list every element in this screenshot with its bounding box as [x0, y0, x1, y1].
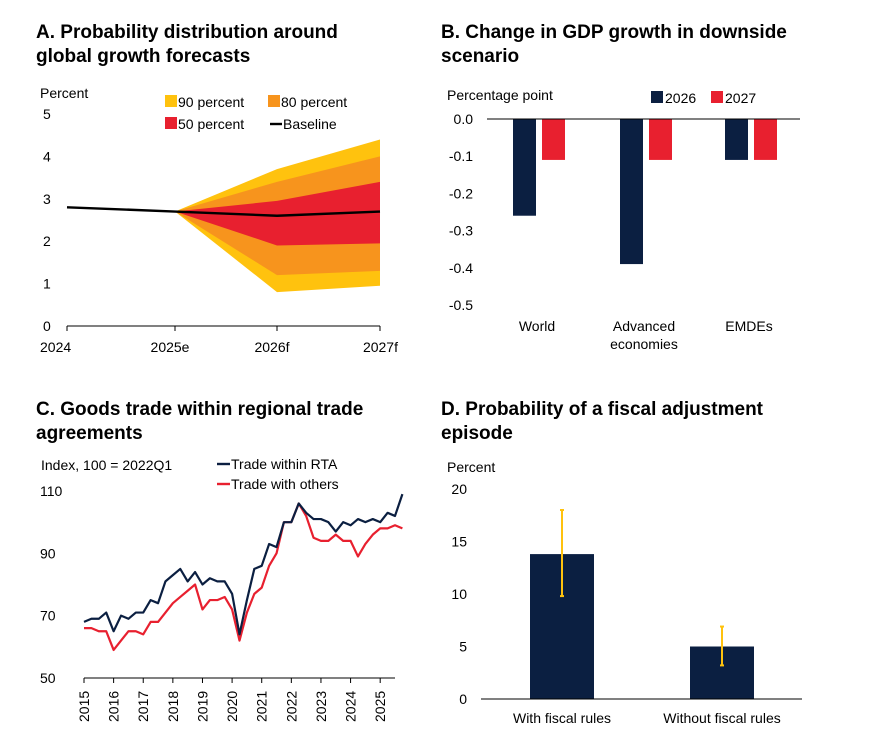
c-line-Trade-with-others [84, 502, 403, 652]
panel-b-title: B. Change in GDP growth in downside scen… [441, 22, 787, 67]
a-ytick-label: 0 [43, 318, 51, 334]
b-category-label: economies [610, 336, 678, 352]
d-category-label: With fiscal rules [513, 710, 611, 726]
b-legend-label: 2026 [665, 90, 696, 106]
a-ytick-label: 1 [43, 276, 51, 292]
b-legend-swatch [711, 91, 723, 103]
c-legend-label: Trade with others [231, 476, 339, 492]
b-category-label: EMDEs [725, 318, 772, 334]
c-x-tick-label: 2025 [372, 691, 388, 722]
c-legend-label: Trade within RTA [231, 456, 338, 472]
b-ylabel: Percentage point [447, 87, 553, 103]
a-ytick-label: 4 [43, 148, 51, 164]
a-legend-label: 50 percent [178, 116, 244, 132]
b-bar-2026 [620, 119, 643, 265]
b-bar-2026 [725, 119, 748, 160]
c-x-tick-label: 2022 [283, 691, 299, 722]
panel-a-title: A. Probability distribution around globa… [36, 22, 338, 67]
b-bar-2027 [754, 119, 777, 160]
a-x-tick-label: 2025e [151, 339, 190, 355]
b-ytick-label: 0.0 [454, 111, 474, 127]
c-x-tick-label: 2020 [224, 691, 240, 722]
c-x-tick-label: 2021 [254, 691, 270, 722]
d-ytick-label: 20 [451, 481, 467, 497]
panel-c-title: C. Goods trade within regional trade agr… [36, 399, 364, 444]
b-category-label: Advanced [613, 318, 675, 334]
a-legend-swatch [165, 117, 177, 129]
c-ytick-label: 90 [40, 545, 56, 561]
a-legend-label: 90 percent [178, 94, 244, 110]
c-x-tick-label: 2015 [76, 691, 92, 722]
b-bar-2026 [513, 119, 536, 216]
c-x-tick-label: 2018 [165, 691, 181, 722]
b-ytick-label: -0.4 [449, 260, 473, 276]
c-x-tick-label: 2019 [194, 691, 210, 722]
a-x-tick-label: 2027f [363, 339, 398, 355]
c-ytick-label: 70 [40, 608, 56, 624]
a-ytick-label: 5 [43, 106, 51, 122]
b-bar-2027 [542, 119, 565, 160]
d-ytick-label: 15 [451, 534, 467, 550]
b-legend-label: 2027 [725, 90, 756, 106]
c-x-tick-label: 2016 [106, 691, 122, 722]
d-category-label: Without fiscal rules [663, 710, 780, 726]
c-ytick-label: 50 [40, 670, 56, 686]
b-ytick-label: -0.1 [449, 148, 473, 164]
b-ytick-label: -0.5 [449, 297, 473, 313]
a-band-50-percent [175, 181, 380, 246]
b-ytick-label: -0.3 [449, 223, 473, 239]
d-ytick-label: 5 [459, 639, 467, 655]
a-legend-label: 80 percent [281, 94, 347, 110]
b-legend-swatch [651, 91, 663, 103]
d-ylabel: Percent [447, 459, 495, 475]
a-baseline-line [66, 206, 381, 217]
c-line-Trade-within-RTA [83, 493, 404, 636]
c-ylabel: Index, 100 = 2022Q1 [41, 457, 172, 473]
a-x-tick-label: 2024 [40, 339, 71, 355]
d-ytick-label: 10 [451, 586, 467, 602]
c-x-tick-label: 2024 [343, 691, 359, 722]
b-bar-2027 [649, 119, 672, 160]
c-x-tick-label: 2017 [135, 691, 151, 722]
a-ylabel: Percent [40, 85, 88, 101]
a-ytick-label: 3 [43, 191, 51, 207]
b-ytick-label: -0.2 [449, 185, 473, 201]
d-ytick-label: 0 [459, 691, 467, 707]
c-x-tick-label: 2023 [313, 691, 329, 722]
a-x-tick-label: 2026f [254, 339, 289, 355]
a-legend-swatch [165, 95, 177, 107]
b-category-label: World [519, 318, 555, 334]
panel-d-title: D. Probability of a fiscal adjustment ep… [441, 399, 764, 444]
a-legend-label: Baseline [283, 116, 337, 132]
c-ytick-label: 110 [40, 483, 63, 499]
a-ytick-label: 2 [43, 233, 51, 249]
a-legend-swatch [268, 95, 280, 107]
